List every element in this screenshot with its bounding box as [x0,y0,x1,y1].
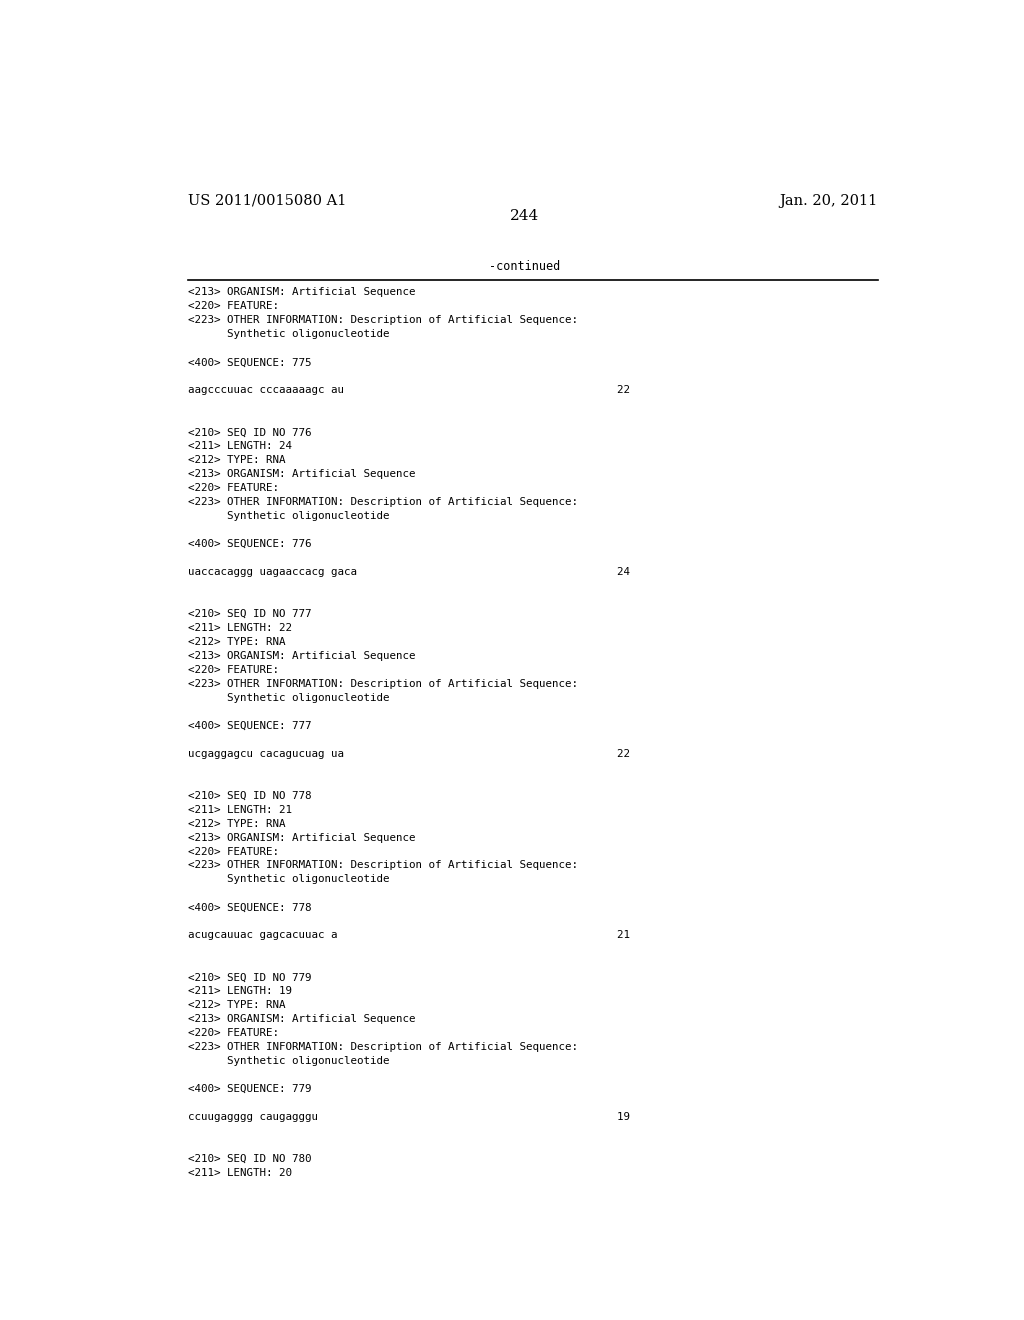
Text: <223> OTHER INFORMATION: Description of Artificial Sequence:: <223> OTHER INFORMATION: Description of … [187,498,578,507]
Text: aagcccuuac cccaaaaagc au                                          22: aagcccuuac cccaaaaagc au 22 [187,385,630,395]
Text: <213> ORGANISM: Artificial Sequence: <213> ORGANISM: Artificial Sequence [187,651,415,661]
Text: <223> OTHER INFORMATION: Description of Artificial Sequence:: <223> OTHER INFORMATION: Description of … [187,315,578,326]
Text: Synthetic oligonucleotide: Synthetic oligonucleotide [187,330,389,339]
Text: -continued: -continued [489,260,560,273]
Text: ccuugagggg caugagggu                                              19: ccuugagggg caugagggu 19 [187,1111,630,1122]
Text: ucgaggagcu cacagucuag ua                                          22: ucgaggagcu cacagucuag ua 22 [187,748,630,759]
Text: <211> LENGTH: 24: <211> LENGTH: 24 [187,441,292,451]
Text: 244: 244 [510,210,540,223]
Text: <223> OTHER INFORMATION: Description of Artificial Sequence:: <223> OTHER INFORMATION: Description of … [187,1043,578,1052]
Text: <212> TYPE: RNA: <212> TYPE: RNA [187,1001,285,1010]
Text: Synthetic oligonucleotide: Synthetic oligonucleotide [187,1056,389,1067]
Text: <400> SEQUENCE: 778: <400> SEQUENCE: 778 [187,903,311,912]
Text: Synthetic oligonucleotide: Synthetic oligonucleotide [187,874,389,884]
Text: uaccacaggg uagaaccacg gaca                                        24: uaccacaggg uagaaccacg gaca 24 [187,568,630,577]
Text: <210> SEQ ID NO 780: <210> SEQ ID NO 780 [187,1154,311,1164]
Text: <210> SEQ ID NO 778: <210> SEQ ID NO 778 [187,791,311,801]
Text: <212> TYPE: RNA: <212> TYPE: RNA [187,636,285,647]
Text: <211> LENGTH: 19: <211> LENGTH: 19 [187,986,292,997]
Text: US 2011/0015080 A1: US 2011/0015080 A1 [187,194,346,209]
Text: <220> FEATURE:: <220> FEATURE: [187,846,279,857]
Text: <400> SEQUENCE: 775: <400> SEQUENCE: 775 [187,358,311,367]
Text: <400> SEQUENCE: 779: <400> SEQUENCE: 779 [187,1084,311,1094]
Text: <220> FEATURE:: <220> FEATURE: [187,483,279,494]
Text: <220> FEATURE:: <220> FEATURE: [187,1028,279,1039]
Text: <213> ORGANISM: Artificial Sequence: <213> ORGANISM: Artificial Sequence [187,1014,415,1024]
Text: <212> TYPE: RNA: <212> TYPE: RNA [187,455,285,465]
Text: <220> FEATURE:: <220> FEATURE: [187,301,279,312]
Text: Synthetic oligonucleotide: Synthetic oligonucleotide [187,693,389,702]
Text: <210> SEQ ID NO 776: <210> SEQ ID NO 776 [187,428,311,437]
Text: <400> SEQUENCE: 777: <400> SEQUENCE: 777 [187,721,311,731]
Text: <213> ORGANISM: Artificial Sequence: <213> ORGANISM: Artificial Sequence [187,288,415,297]
Text: <213> ORGANISM: Artificial Sequence: <213> ORGANISM: Artificial Sequence [187,469,415,479]
Text: <210> SEQ ID NO 777: <210> SEQ ID NO 777 [187,609,311,619]
Text: <220> FEATURE:: <220> FEATURE: [187,665,279,675]
Text: <212> TYPE: RNA: <212> TYPE: RNA [187,818,285,829]
Text: <211> LENGTH: 21: <211> LENGTH: 21 [187,805,292,814]
Text: <223> OTHER INFORMATION: Description of Artificial Sequence:: <223> OTHER INFORMATION: Description of … [187,678,578,689]
Text: Jan. 20, 2011: Jan. 20, 2011 [779,194,878,209]
Text: <223> OTHER INFORMATION: Description of Artificial Sequence:: <223> OTHER INFORMATION: Description of … [187,861,578,870]
Text: <211> LENGTH: 20: <211> LENGTH: 20 [187,1168,292,1177]
Text: <210> SEQ ID NO 779: <210> SEQ ID NO 779 [187,973,311,982]
Text: <213> ORGANISM: Artificial Sequence: <213> ORGANISM: Artificial Sequence [187,833,415,842]
Text: <400> SEQUENCE: 776: <400> SEQUENCE: 776 [187,539,311,549]
Text: Synthetic oligonucleotide: Synthetic oligonucleotide [187,511,389,521]
Text: acugcauuac gagcacuuac a                                           21: acugcauuac gagcacuuac a 21 [187,931,630,940]
Text: <211> LENGTH: 22: <211> LENGTH: 22 [187,623,292,632]
